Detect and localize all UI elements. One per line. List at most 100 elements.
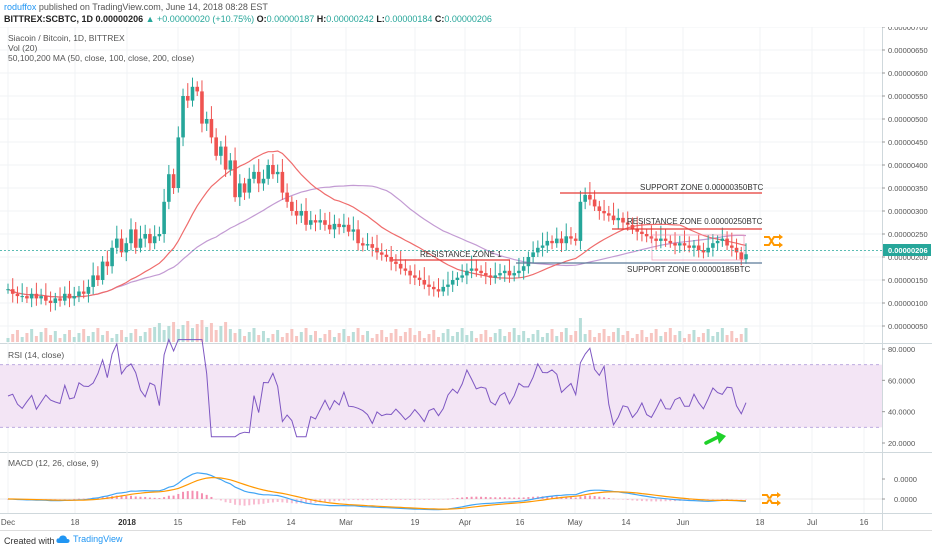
volume-bar bbox=[460, 328, 464, 342]
candle-body bbox=[100, 261, 105, 280]
last-price: 0.00000206 bbox=[95, 14, 144, 24]
candle-body bbox=[48, 300, 53, 303]
volume-bar bbox=[82, 329, 86, 342]
author-link[interactable]: roduffox bbox=[4, 2, 37, 12]
candle-body bbox=[734, 247, 739, 253]
macd-histogram-bar bbox=[711, 499, 714, 500]
price-tick-label: 0.00000250 bbox=[888, 230, 928, 239]
publish-info: roduffox published on TradingView.com, J… bbox=[4, 2, 268, 12]
macd-histogram-bar bbox=[664, 499, 667, 502]
candle-body bbox=[67, 293, 72, 299]
macd-histogram-bar bbox=[508, 497, 511, 499]
volume-bar bbox=[96, 328, 100, 342]
shuffle-icon[interactable] bbox=[764, 234, 783, 248]
candle-body bbox=[531, 252, 535, 257]
macd-histogram-bar bbox=[172, 495, 175, 499]
macd-histogram-bar bbox=[442, 499, 445, 500]
macd-histogram-bar bbox=[404, 499, 407, 500]
symbol-label: BITTREX:SCBTC, 1D bbox=[4, 14, 94, 24]
volume-bar bbox=[692, 330, 696, 342]
volume-bar bbox=[44, 328, 48, 342]
macd-histogram-bar bbox=[257, 499, 260, 505]
close-value: 0.00000206 bbox=[444, 14, 492, 24]
macd-histogram-bar bbox=[68, 499, 71, 500]
macd-histogram-bar bbox=[593, 496, 596, 499]
candle-body bbox=[455, 277, 460, 280]
macd-histogram-bar bbox=[323, 499, 326, 502]
candle-body bbox=[479, 270, 483, 274]
time-tick-label: Jul bbox=[807, 518, 817, 527]
candle-body bbox=[176, 137, 181, 188]
macd-histogram-bar bbox=[489, 497, 492, 499]
volume-bar bbox=[484, 330, 488, 342]
macd-histogram-bar bbox=[484, 496, 487, 499]
volume-bar bbox=[167, 326, 171, 342]
volume-bar bbox=[129, 333, 133, 342]
volume-bar bbox=[15, 330, 19, 342]
volume-bar bbox=[157, 323, 161, 342]
volume-bar bbox=[621, 335, 625, 342]
candle-body bbox=[554, 238, 559, 244]
volume-bar bbox=[370, 338, 374, 342]
volume-bar bbox=[489, 337, 493, 342]
volume-bar bbox=[200, 320, 204, 342]
chart-area[interactable]: Dec 18 2018 15 Feb 14 Mar 19 Apr 16 May 14 Jun 18 Jul 1… bbox=[0, 23, 932, 530]
volume-bar bbox=[583, 334, 587, 342]
candle-body bbox=[602, 211, 606, 214]
candle-body bbox=[706, 247, 710, 253]
macd-histogram-bar bbox=[186, 491, 189, 499]
candle-body bbox=[195, 86, 200, 92]
candle-body bbox=[209, 119, 214, 138]
candle-body bbox=[663, 238, 668, 241]
candle-body bbox=[332, 223, 337, 230]
volume-bar bbox=[673, 335, 677, 342]
volume-bar bbox=[403, 332, 407, 342]
volume-bar bbox=[304, 328, 308, 342]
volume-bar bbox=[517, 335, 521, 342]
volume-bar bbox=[224, 322, 228, 342]
candle-body bbox=[630, 224, 635, 230]
macd-histogram-bar bbox=[650, 499, 653, 502]
candle-body bbox=[77, 291, 81, 297]
candle-body bbox=[592, 199, 597, 207]
rsi-tick-label: 60.0000 bbox=[888, 376, 915, 385]
volume-bar bbox=[503, 336, 507, 342]
volume-bar bbox=[612, 332, 616, 342]
rsi-band bbox=[0, 364, 882, 428]
candle-body bbox=[148, 234, 152, 244]
volume-bar bbox=[545, 333, 549, 342]
macd-histogram-bar bbox=[120, 495, 123, 499]
candle-body bbox=[337, 223, 341, 228]
macd-histogram-bar bbox=[371, 499, 374, 501]
candle-body bbox=[696, 245, 701, 251]
volume-bar bbox=[58, 338, 62, 342]
macd-histogram-bar bbox=[437, 499, 440, 500]
macd-histogram-bar bbox=[499, 497, 501, 499]
candle-body bbox=[29, 293, 34, 299]
macd-histogram-bar bbox=[215, 499, 218, 500]
volume-bar bbox=[512, 328, 516, 342]
candle-body bbox=[342, 224, 346, 228]
volume-bar bbox=[77, 333, 81, 342]
macd-histogram-bar bbox=[73, 498, 76, 500]
chart-canvas[interactable]: Dec 18 2018 15 Feb 14 Mar 19 Apr 16 May 14 Jun 18 Jul 1… bbox=[0, 23, 932, 530]
candle-body bbox=[214, 137, 218, 156]
macd-histogram-bar bbox=[158, 498, 161, 499]
candle-body bbox=[365, 244, 370, 246]
candle-body bbox=[677, 243, 682, 246]
volume-bar bbox=[389, 333, 393, 342]
tradingview-logo[interactable]: TradingView bbox=[56, 534, 123, 544]
candle-body bbox=[521, 266, 526, 271]
macd-histogram-bar bbox=[376, 499, 378, 501]
volume-bar bbox=[153, 327, 157, 342]
volume-bar bbox=[209, 323, 213, 342]
candle-body bbox=[323, 220, 327, 225]
volume-bar bbox=[290, 329, 294, 342]
candle-body bbox=[564, 236, 569, 244]
candle-body bbox=[275, 171, 280, 175]
macd-tick-label: 0.0000 bbox=[894, 475, 917, 484]
volume-bar bbox=[285, 333, 289, 342]
candle-body bbox=[370, 244, 375, 248]
macd-histogram-bar bbox=[503, 497, 506, 499]
volume-bar bbox=[30, 329, 34, 342]
